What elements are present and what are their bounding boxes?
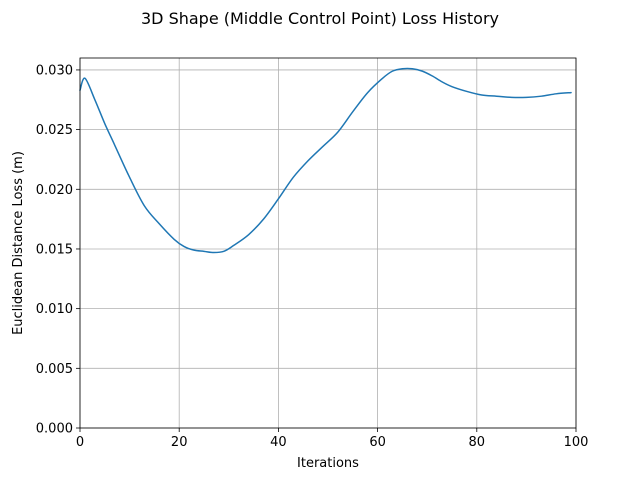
y-tick-label: 0.020 bbox=[36, 183, 73, 198]
y-tick-label: 0.015 bbox=[36, 242, 73, 257]
y-tick-label: 0.005 bbox=[36, 362, 73, 377]
x-tick-label: 80 bbox=[469, 435, 486, 450]
x-tick-label: 0 bbox=[76, 435, 84, 450]
x-tick-label: 100 bbox=[564, 435, 589, 450]
y-tick-label: 0.000 bbox=[36, 422, 73, 437]
loss-series-line bbox=[79, 67, 572, 254]
x-tick-label: 20 bbox=[171, 435, 188, 450]
x-tick-label: 60 bbox=[369, 435, 386, 450]
x-tick-label: 40 bbox=[270, 435, 287, 450]
plot-series bbox=[79, 67, 572, 254]
y-tick-label: 0.025 bbox=[36, 123, 73, 138]
x-axis-label: Iterations bbox=[297, 456, 359, 471]
plot-frame bbox=[79, 57, 577, 429]
axis-ticks: 0 20 40 60 80 100 0.000 0.005 0.010 0.015 0.020 0.0… bbox=[36, 63, 589, 450]
chart-title: 3D Shape (Middle Control Point) Loss His… bbox=[141, 9, 499, 28]
y-tick-label: 0.030 bbox=[36, 63, 73, 78]
y-axis-label: Euclidean Distance Loss (m) bbox=[11, 151, 26, 335]
y-tick-label: 0.010 bbox=[36, 302, 73, 317]
